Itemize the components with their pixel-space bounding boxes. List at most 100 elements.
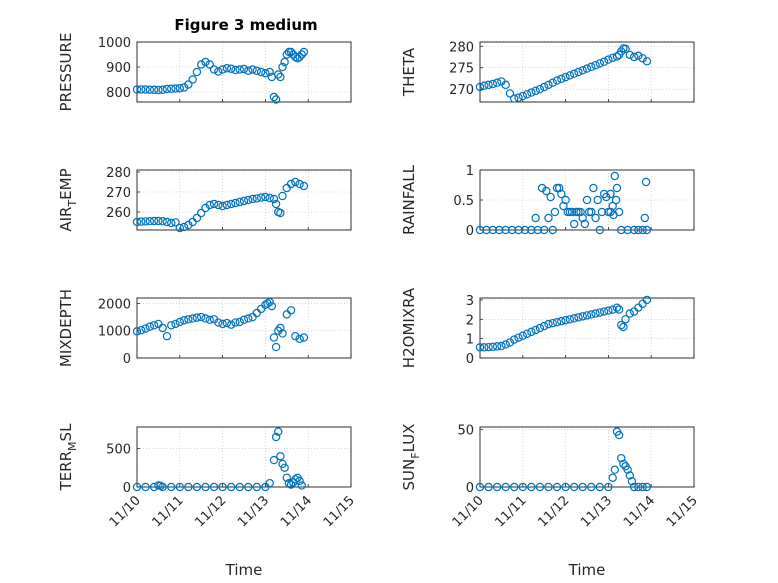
data-point (179, 222, 189, 232)
data-point (587, 62, 596, 72)
data-point (492, 342, 502, 351)
data-point (634, 51, 643, 60)
data-point (610, 171, 620, 181)
data-point (214, 67, 223, 76)
data-point (617, 453, 626, 463)
data-point (256, 193, 266, 202)
data-point (137, 217, 146, 226)
data-point (533, 225, 542, 235)
data-point (623, 465, 632, 474)
data-point (299, 181, 309, 191)
axes-frame (136, 297, 352, 359)
data-point (265, 478, 274, 488)
data-point (595, 482, 605, 492)
data-point (295, 52, 304, 62)
data-point (265, 297, 274, 307)
data-point (244, 195, 253, 205)
data-point (569, 69, 579, 78)
data-point (278, 62, 287, 72)
subplot-terr_msl: 0 500 TERRMSL 11/10 11/11 11/12 11/13 11/14 11/1… (57, 423, 358, 579)
data-point (582, 195, 592, 205)
data-point (540, 82, 549, 92)
data-point (574, 67, 583, 77)
data-point (591, 309, 600, 318)
data-point (634, 482, 643, 492)
data-point (154, 216, 163, 226)
y-tick-label: 280 (106, 166, 131, 181)
data-point (578, 482, 587, 492)
data-point (522, 329, 532, 339)
axes-frame (479, 169, 695, 231)
data-point (495, 225, 504, 235)
y-axis-label: THETA (400, 47, 418, 97)
data-point (167, 321, 176, 330)
data-point (244, 482, 253, 492)
data-point (156, 481, 165, 491)
data-point (295, 179, 304, 189)
data-point (612, 303, 622, 312)
data-point (531, 325, 540, 335)
data-point (602, 192, 611, 202)
data-point (226, 199, 236, 209)
x-tick-label: 11/14 (621, 493, 658, 530)
data-point (291, 177, 300, 187)
axes-frame (136, 426, 352, 488)
data-point (484, 80, 493, 90)
y-tick-label: 1 (466, 333, 474, 348)
data-point (629, 225, 639, 235)
data-point (282, 473, 291, 482)
data-point (184, 315, 193, 324)
x-tick-label: 11/13 (235, 493, 272, 530)
x-tick-label: 11/11 (493, 493, 530, 530)
data-point (171, 84, 180, 93)
data-point (167, 482, 176, 492)
data-point (218, 65, 227, 74)
y-tick-label: 900 (106, 61, 131, 76)
y-tick-label: 1000 (98, 36, 131, 51)
data-point (271, 95, 281, 104)
y-tick-label: 280 (449, 40, 474, 55)
data-point (510, 335, 519, 344)
data-point (158, 323, 167, 333)
data-point (582, 311, 592, 320)
data-point (599, 307, 609, 316)
data-point (145, 322, 155, 331)
data-point (162, 331, 172, 341)
data-point (634, 225, 643, 235)
data-point (252, 194, 262, 203)
data-point (514, 225, 523, 235)
data-point (612, 52, 622, 61)
subplot-rainfall: 0 0.5 1 RAINFALL (400, 164, 695, 239)
data-point (567, 207, 577, 217)
x-tick-label: 11/15 (664, 493, 701, 530)
data-point (175, 482, 184, 492)
data-point (284, 478, 294, 488)
data-point (162, 217, 172, 227)
data-point (274, 427, 283, 436)
data-point (565, 71, 575, 80)
data-point (535, 84, 545, 94)
data-point (505, 338, 515, 347)
data-point (171, 319, 180, 329)
x-tick-label: 11/11 (150, 493, 187, 530)
subplot-pressure: 800 900 1000 PRESSURE (57, 33, 352, 111)
data-point (145, 216, 155, 226)
data-point (205, 315, 214, 325)
data-point (552, 76, 562, 85)
data-point (604, 306, 613, 315)
data-point (256, 67, 266, 77)
axes-border (479, 169, 695, 231)
data-point (510, 94, 519, 103)
data-point (552, 482, 562, 492)
data-point (475, 343, 485, 352)
data-point (492, 482, 502, 492)
data-point (608, 473, 617, 482)
data-point (617, 320, 626, 330)
data-point (569, 219, 579, 229)
data-point (132, 217, 142, 227)
data-point (612, 183, 622, 193)
data-point (565, 315, 575, 324)
data-point (488, 342, 498, 351)
data-point (642, 225, 652, 235)
data-point (484, 342, 493, 352)
